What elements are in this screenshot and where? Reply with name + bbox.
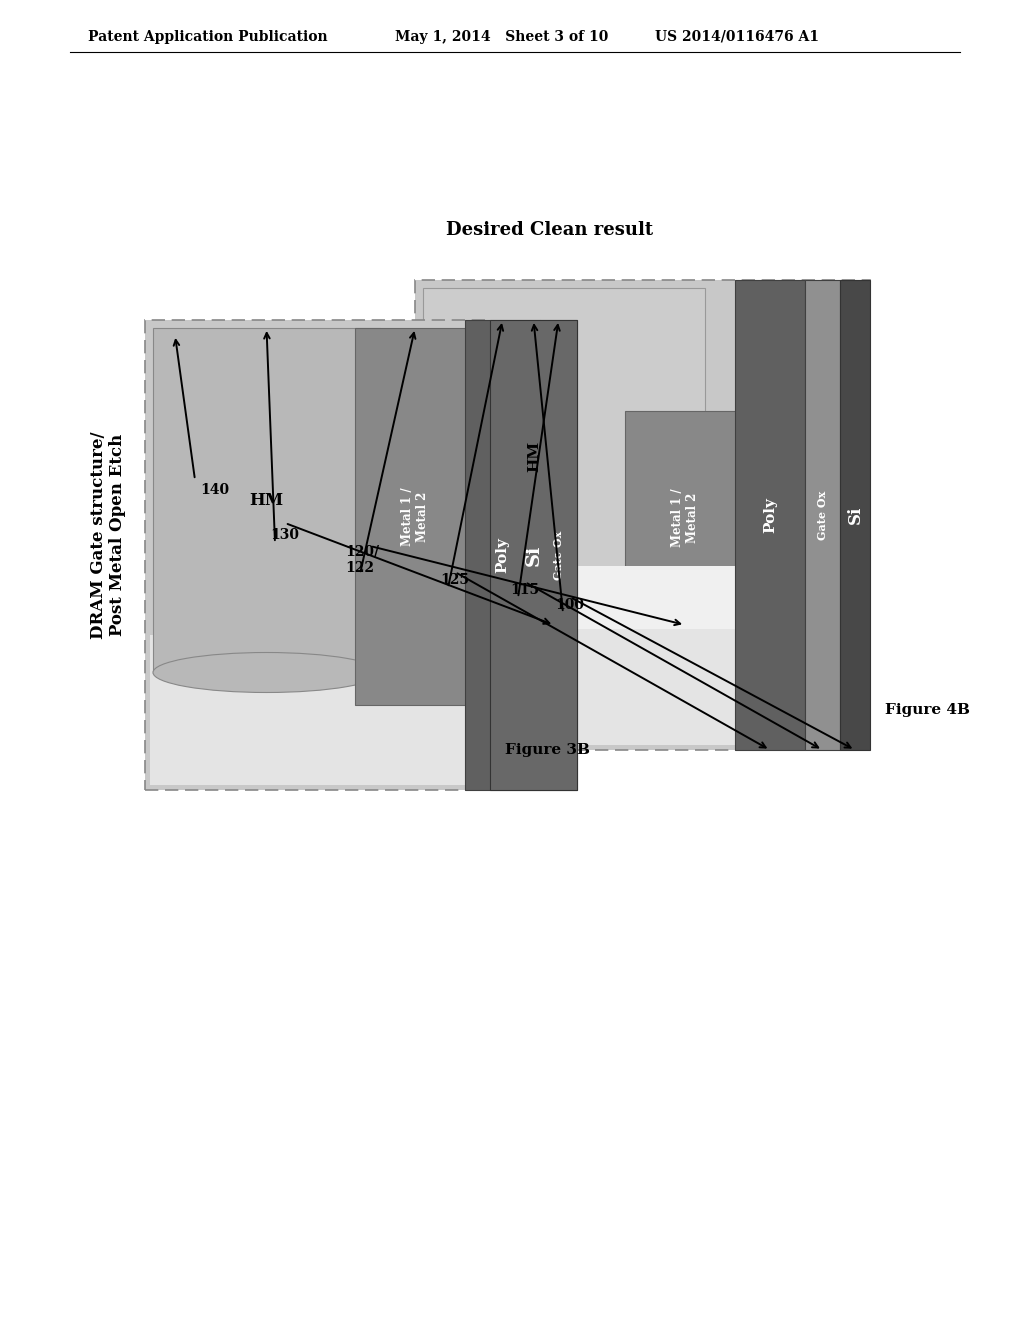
- Bar: [420, 566, 865, 628]
- Bar: [465, 319, 540, 789]
- Text: Metal 1 /
Metal 2: Metal 1 / Metal 2: [671, 488, 699, 548]
- Text: Gate Ox: Gate Ox: [817, 490, 828, 540]
- Text: Figure 4B: Figure 4B: [885, 704, 970, 717]
- Bar: [423, 288, 705, 624]
- Bar: [625, 411, 745, 624]
- Bar: [735, 280, 805, 750]
- Text: HM: HM: [250, 492, 284, 508]
- Text: Figure 3B: Figure 3B: [505, 743, 590, 756]
- Text: 115: 115: [510, 583, 539, 597]
- Text: Patent Application Publication: Patent Application Publication: [88, 30, 328, 44]
- Bar: [840, 280, 870, 750]
- Text: 140: 140: [200, 483, 229, 498]
- Ellipse shape: [153, 652, 380, 693]
- Bar: [355, 327, 475, 705]
- Text: 100: 100: [555, 598, 584, 612]
- Text: Desired Clean result: Desired Clean result: [446, 220, 653, 239]
- Bar: [153, 327, 380, 672]
- Bar: [540, 319, 577, 789]
- Text: 120/
122: 120/ 122: [345, 545, 379, 576]
- Text: DRAM Gate structure/
Post Metal Open Etch: DRAM Gate structure/ Post Metal Open Etc…: [90, 432, 126, 639]
- Text: Poly: Poly: [496, 537, 510, 573]
- Bar: [805, 280, 840, 750]
- Text: US 2014/0116476 A1: US 2014/0116476 A1: [655, 30, 819, 44]
- Bar: [490, 319, 577, 789]
- Text: HM: HM: [527, 441, 541, 473]
- Text: Poly: Poly: [763, 498, 777, 533]
- Text: Si: Si: [524, 544, 543, 566]
- Bar: [145, 319, 490, 789]
- Text: May 1, 2014   Sheet 3 of 10: May 1, 2014 Sheet 3 of 10: [395, 30, 608, 44]
- Bar: [415, 280, 870, 750]
- Text: Metal 1 /
Metal 2: Metal 1 / Metal 2: [401, 487, 429, 546]
- Text: 125: 125: [440, 573, 469, 587]
- Bar: [150, 635, 485, 785]
- Text: Gate Ox: Gate Ox: [553, 531, 564, 579]
- Text: Si: Si: [847, 506, 863, 524]
- Text: 130: 130: [270, 528, 299, 543]
- Bar: [420, 566, 865, 744]
